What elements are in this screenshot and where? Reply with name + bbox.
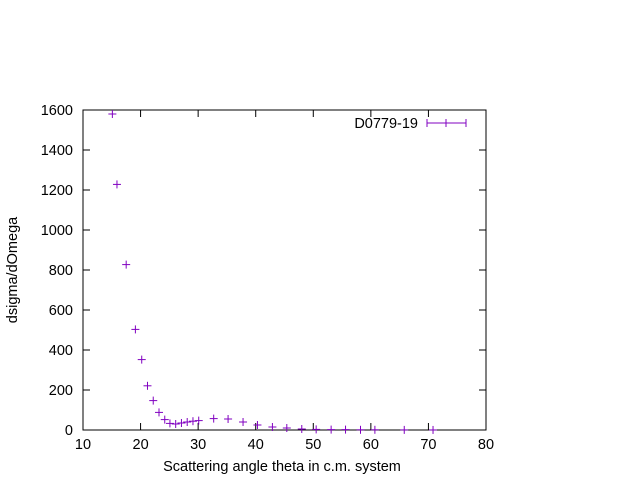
data-point [239,418,248,426]
y-tick-label: 400 [49,343,73,359]
data-point [341,425,350,434]
plot-frame [82,109,487,431]
y-tick-label: 1200 [41,183,73,199]
x-axis-label: Scattering angle theta in c.m. system [163,459,401,475]
legend-label: D0779-19 [354,116,418,132]
data-point [143,381,152,390]
y-tick-label: 800 [49,263,73,279]
x-tick-label: 40 [248,437,264,453]
y-axis-label: dsigma/dOmega [5,216,21,323]
legend-marker [426,119,467,127]
data-point [137,355,146,364]
data-point [188,417,197,426]
data-point [429,425,438,434]
data-point [312,425,321,434]
y-tick-label: 600 [49,303,73,319]
data-point [160,415,169,424]
data-point [149,396,158,405]
x-tick-label: 80 [478,437,494,453]
data-point [108,110,117,118]
x-tick-label: 70 [420,437,436,453]
x-tick-label: 20 [133,437,149,453]
data-point [171,420,180,428]
y-tick-label: 0 [65,423,73,439]
x-tick-label: 10 [75,437,91,453]
data-point [327,425,336,434]
y-axis: 0 200 400 600 800 1000 1200 1400 1600 [41,103,486,439]
data-point [282,424,291,432]
data-point [194,416,203,425]
x-tick-label: 60 [363,437,379,453]
data-point [268,423,277,431]
data-point [177,419,186,427]
data-point [165,419,174,428]
data-point [209,414,218,423]
data-point [131,325,140,334]
x-tick-label: 50 [305,437,321,453]
data-point [370,425,379,434]
data-point [400,425,409,434]
data-points [108,110,438,434]
x-tick-label: 30 [190,437,206,453]
data-point [112,180,121,189]
y-tick-label: 200 [49,383,73,399]
plot-border [82,109,487,431]
y-tick-label: 1400 [41,143,73,159]
legend: D0779-19 [354,116,467,132]
data-point [183,418,192,426]
data-point [154,408,163,417]
data-point [122,260,131,269]
data-point [253,421,262,429]
y-tick-label: 1000 [41,223,73,239]
y-tick-label: 1600 [41,103,73,119]
data-point [224,415,233,423]
data-point [297,425,306,433]
x-axis: 10 20 30 40 50 60 70 80 [75,110,494,453]
data-point [356,425,365,434]
